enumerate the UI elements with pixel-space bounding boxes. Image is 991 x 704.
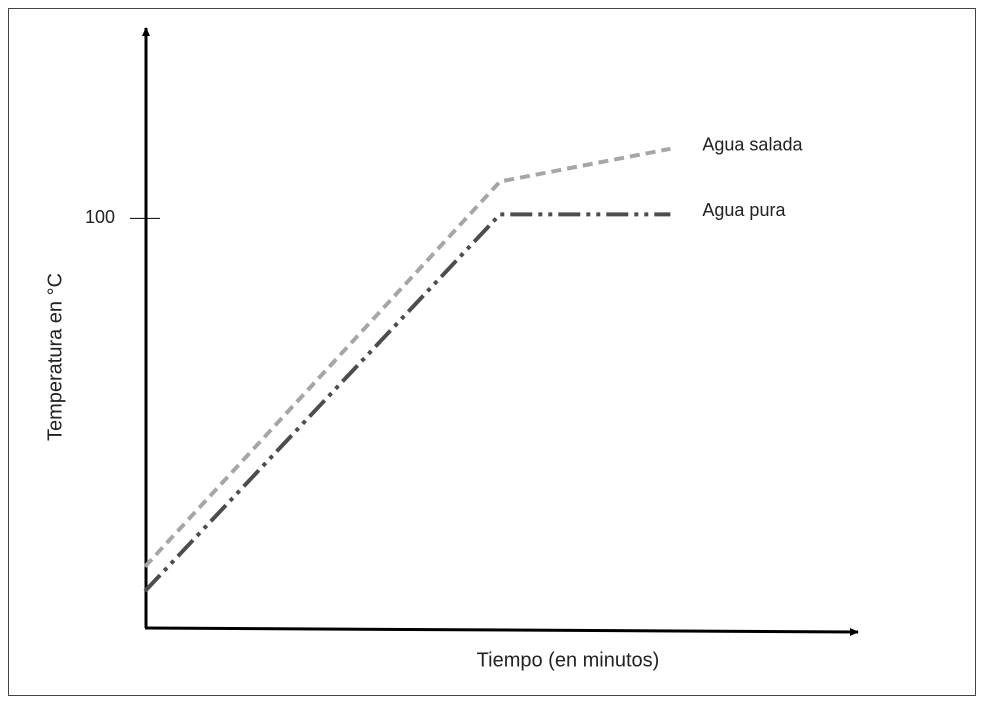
x-axis-label: Tiempo (en minutos) xyxy=(477,649,660,671)
legend-label: Agua salada xyxy=(702,135,803,155)
y-tick-label: 100 xyxy=(85,207,115,227)
series-line xyxy=(143,212,671,593)
x-axis xyxy=(144,626,859,636)
frame xyxy=(8,8,976,696)
y-axis-label: Temperatura en °C xyxy=(44,273,66,441)
legend-label: Agua pura xyxy=(702,200,786,220)
series-line xyxy=(143,146,671,568)
